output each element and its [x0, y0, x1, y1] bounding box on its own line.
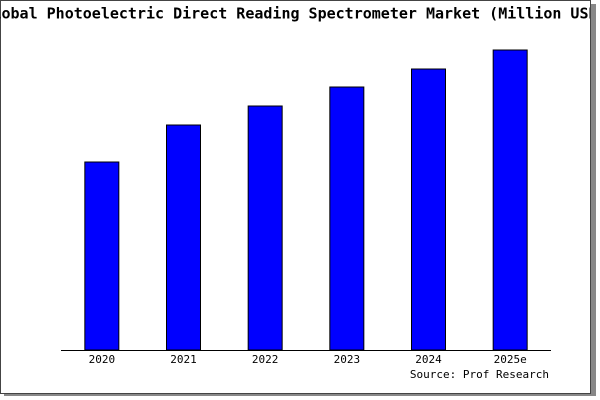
x-tick-label: 2022 [252, 353, 279, 366]
bar [492, 49, 528, 351]
bar [84, 161, 120, 351]
bar [411, 68, 446, 351]
bar [166, 124, 201, 351]
bar [329, 86, 365, 351]
source: Source: Prof Research [410, 368, 549, 381]
bar [247, 105, 283, 351]
x-tick-label: 2025e [494, 353, 527, 366]
x-tick-label: 2024 [415, 353, 442, 366]
x-tick-label: 2021 [170, 353, 197, 366]
x-tick-label: 2020 [89, 353, 116, 366]
chart-title: Global Photoelectric Direct Reading Spec… [0, 5, 600, 23]
x-tick-label: 2023 [334, 353, 361, 366]
